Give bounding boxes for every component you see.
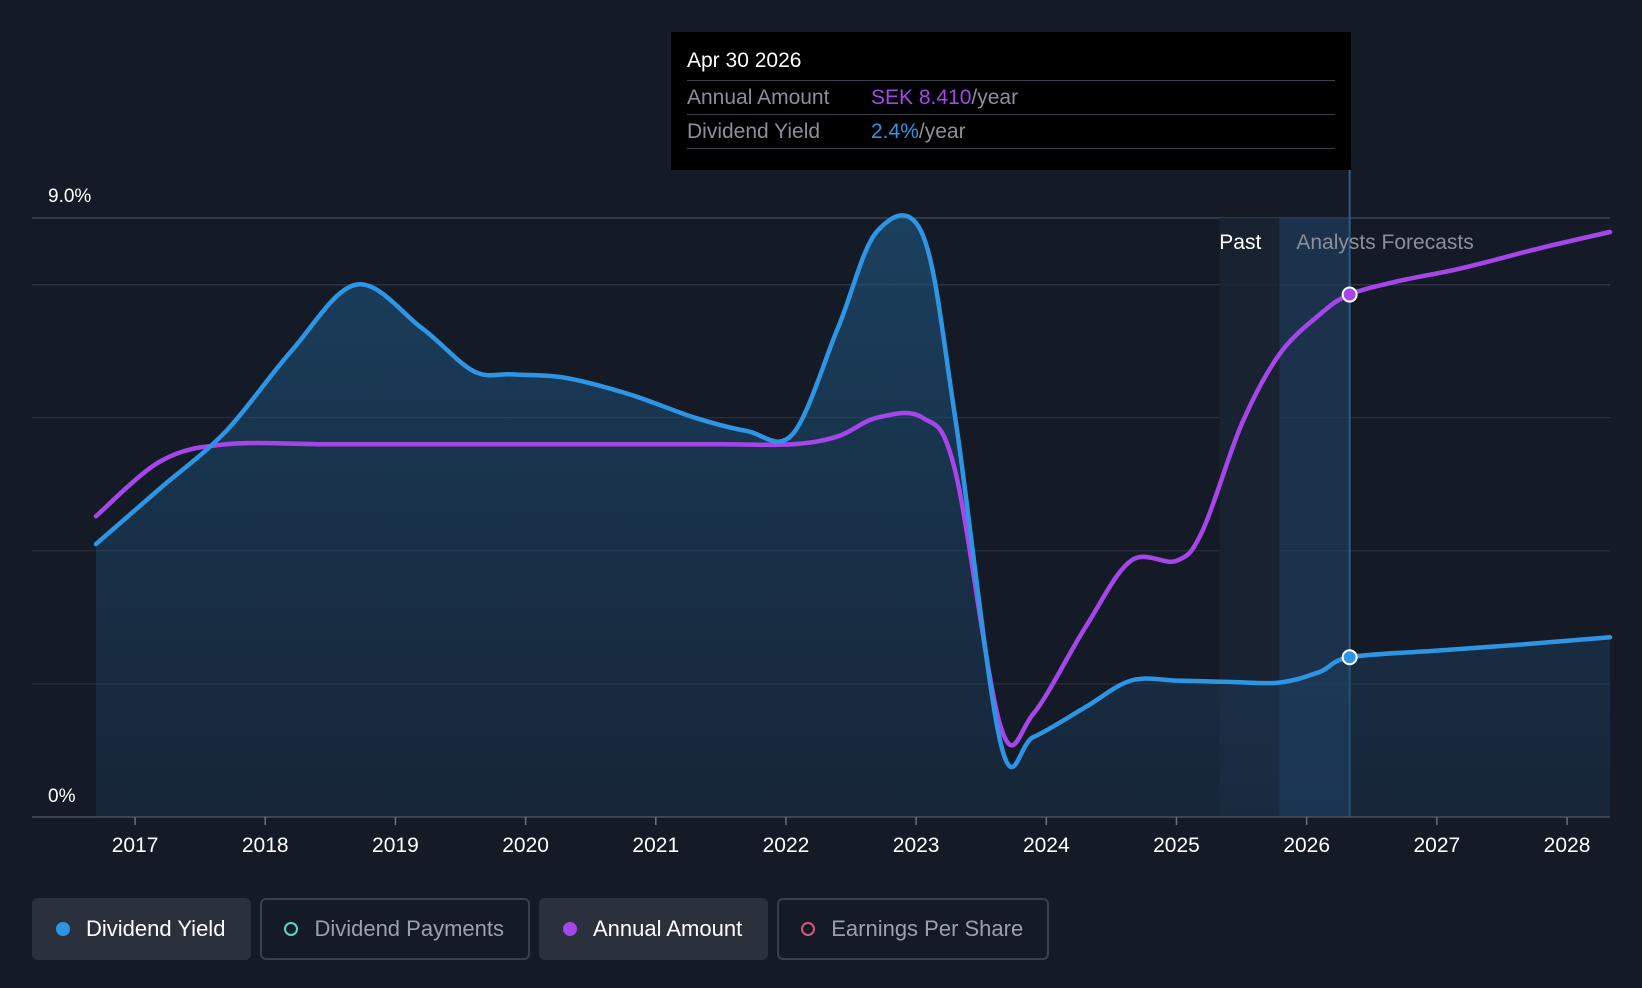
legend-label: Annual Amount xyxy=(592,916,743,941)
x-tick-label: 2021 xyxy=(632,834,679,857)
chart-legend: Dividend Yield Dividend Payments Annual … xyxy=(32,898,1058,960)
legend-earnings-per-share[interactable]: Earnings Per Share xyxy=(777,898,1050,960)
earnings-per-share-dot-icon xyxy=(801,922,816,936)
tooltip-unit: /year xyxy=(971,86,1019,109)
tooltip-date: Apr 30 2026 xyxy=(687,49,802,72)
legend-label: Dividend Yield xyxy=(86,916,226,941)
past-label: Past xyxy=(1219,231,1261,254)
tooltip-label: Annual Amount xyxy=(687,86,830,109)
dividend-yield-fill xyxy=(96,215,1610,817)
forecast-label: Analysts Forecasts xyxy=(1296,231,1473,254)
x-tick-label: 2017 xyxy=(112,834,159,857)
hover-markers xyxy=(1341,286,1358,666)
x-tick-label: 2020 xyxy=(502,834,549,857)
y-axis-min-label: 0% xyxy=(48,786,76,807)
tooltip-label: Dividend Yield xyxy=(687,120,821,143)
annual-amount-dot-icon xyxy=(562,922,577,936)
series-lines xyxy=(93,213,1613,770)
legend-label: Dividend Payments xyxy=(314,916,504,941)
x-tick-label: 2027 xyxy=(1414,834,1461,857)
x-axis: 2017 2018 2019 2020 2021 2022 2023 2024 2025 2026… xyxy=(32,816,1610,857)
tooltip-row-dividend-yield: Dividend Yield 2.4% /year xyxy=(687,114,1335,149)
x-tick-label: 2026 xyxy=(1283,834,1330,857)
dividend-yield-line xyxy=(93,213,1613,770)
annual-amount-line xyxy=(93,229,1613,748)
tooltip-value-annual: SEK 8.410 xyxy=(871,86,972,109)
dividend-yield-marker xyxy=(1341,649,1358,666)
x-tick-label: 2025 xyxy=(1153,834,1200,857)
dividend-payments-dot-icon xyxy=(284,922,299,936)
dividend-yield-area xyxy=(96,215,1610,817)
legend-dividend-payments[interactable]: Dividend Payments xyxy=(260,898,530,960)
x-tick-label: 2024 xyxy=(1023,834,1070,857)
x-tick-label: 2022 xyxy=(763,834,810,857)
legend-label: Earnings Per Share xyxy=(831,916,1024,941)
dividend-yield-dot-icon xyxy=(56,922,70,936)
x-tick-label: 2019 xyxy=(372,834,419,857)
legend-annual-amount[interactable]: Annual Amount xyxy=(538,898,769,960)
axis-labels: 9.0% 0% Past Analysts Forecasts xyxy=(48,186,1474,807)
hover-tooltip: Apr 30 2026 Annual Amount SEK 8.410 /yea… xyxy=(671,32,1351,170)
tooltip-row-annual-amount: Annual Amount SEK 8.410 /year xyxy=(687,80,1335,114)
annual-amount-marker xyxy=(1341,286,1358,303)
tooltip-unit: /year xyxy=(918,120,966,143)
x-tick-label: 2028 xyxy=(1544,834,1591,857)
y-axis-max-label: 9.0% xyxy=(48,186,91,207)
x-tick-label: 2023 xyxy=(893,834,940,857)
legend-dividend-yield[interactable]: Dividend Yield xyxy=(32,898,252,960)
tooltip-value-yield: 2.4% xyxy=(871,120,919,143)
x-tick-label: 2018 xyxy=(242,834,289,857)
